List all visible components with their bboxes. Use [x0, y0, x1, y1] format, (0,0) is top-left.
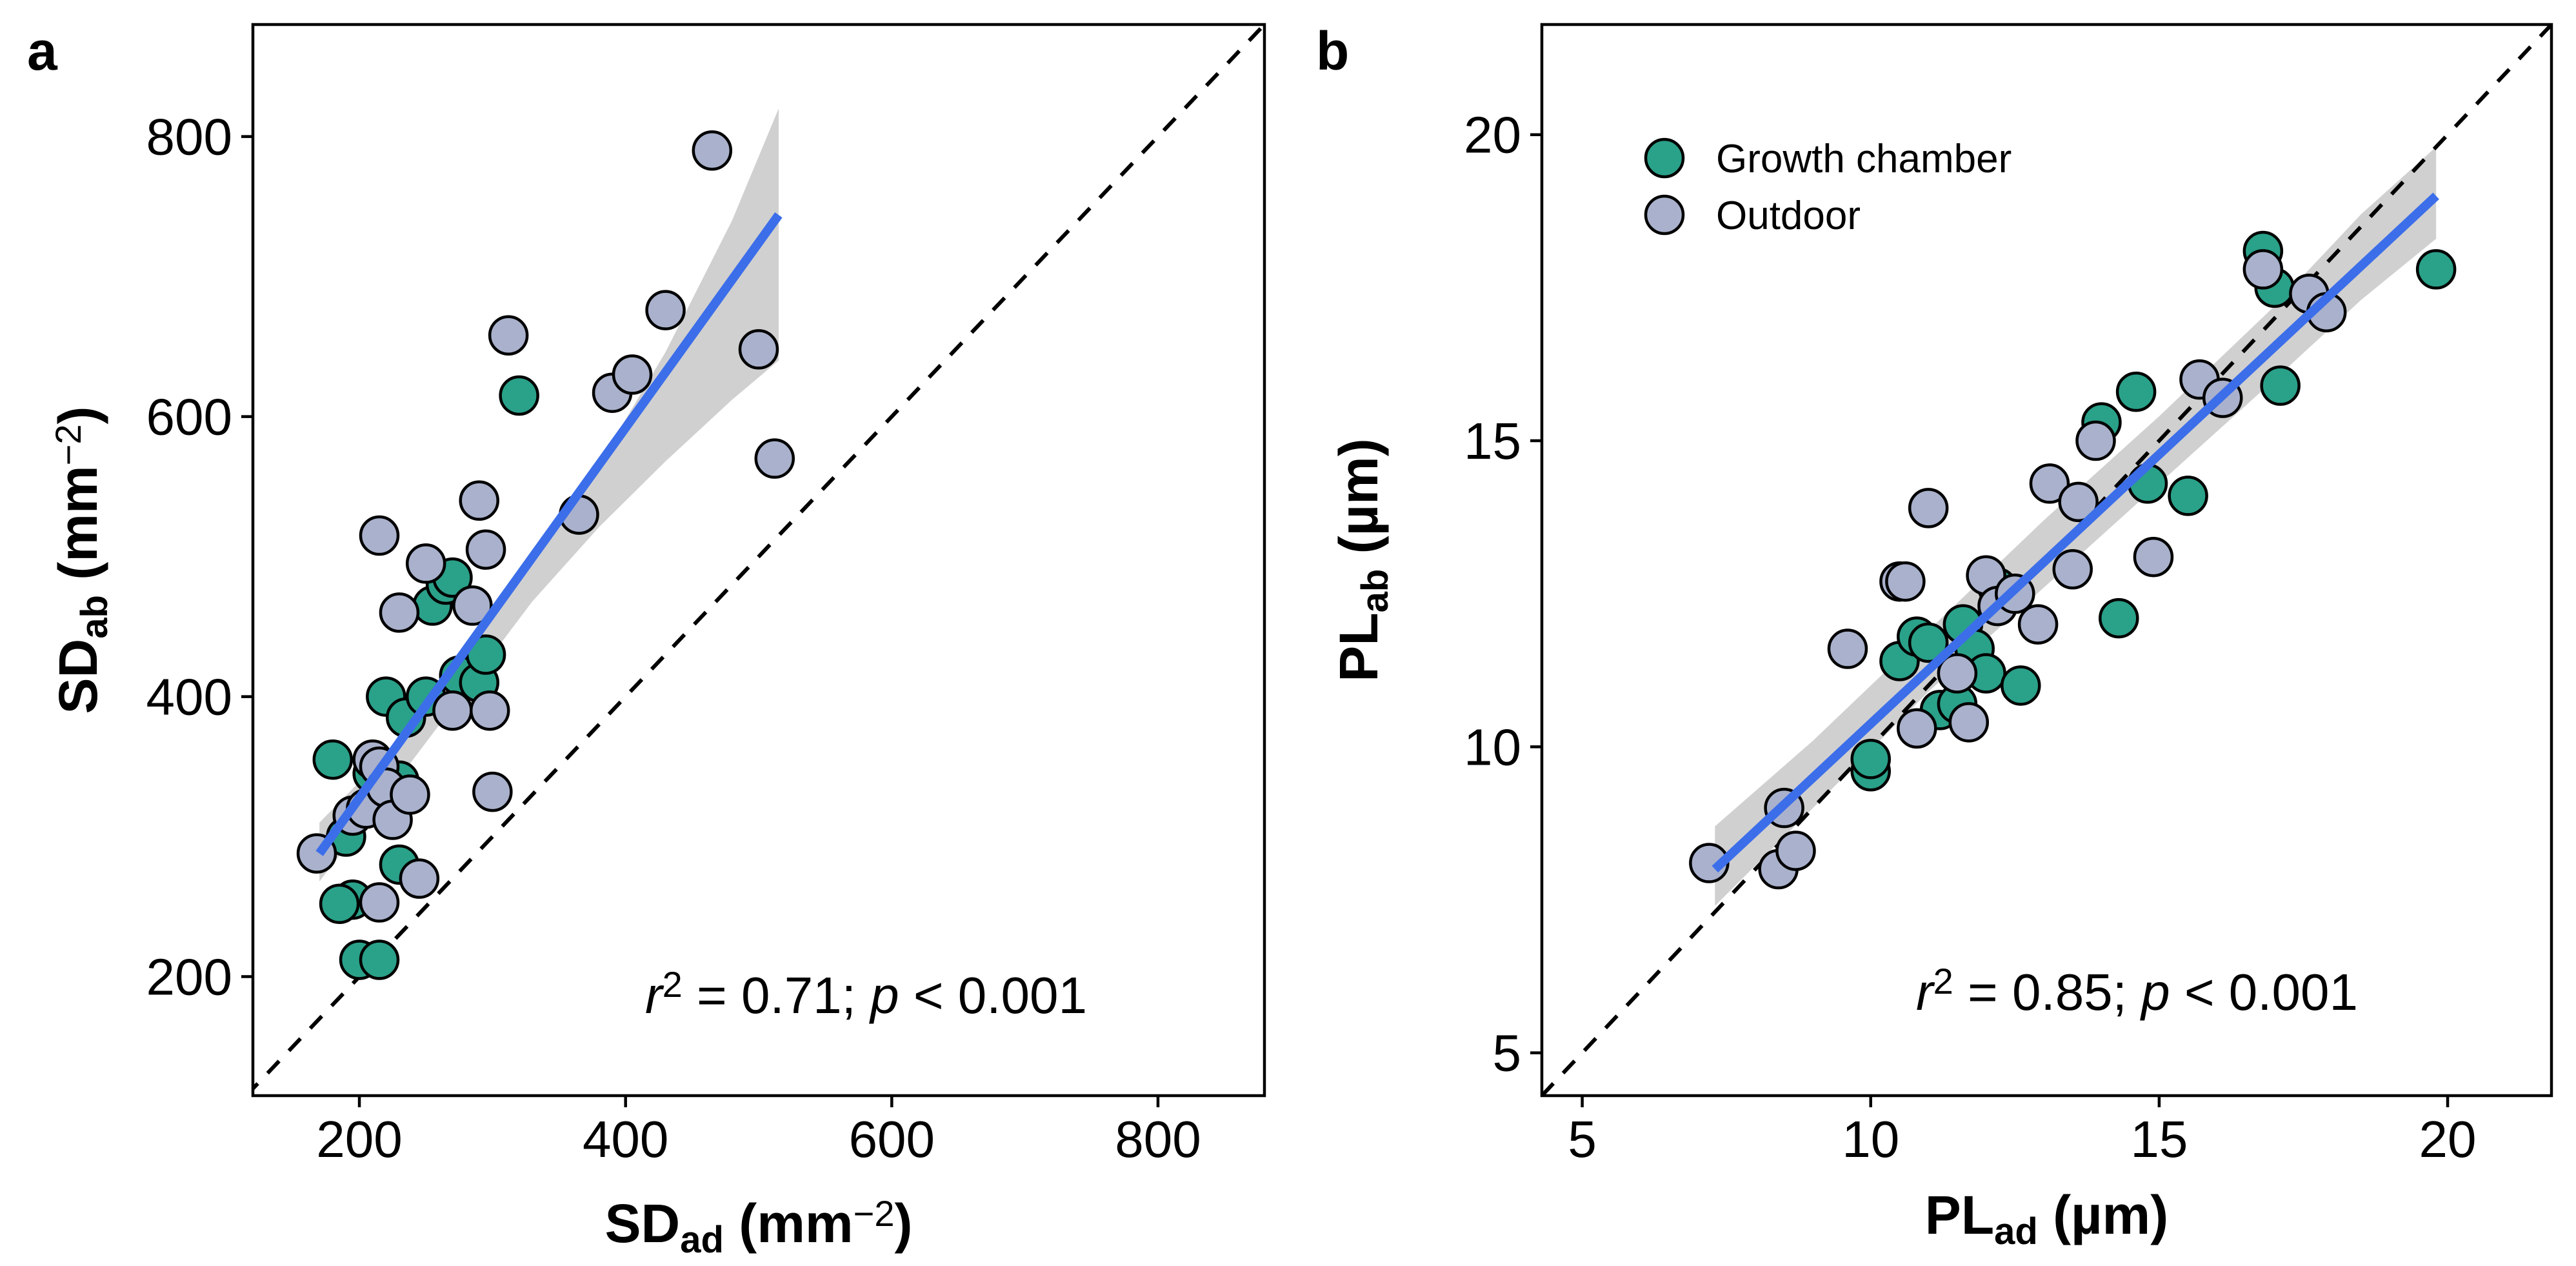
axis-superscript: −2 [48, 425, 88, 466]
data-point [645, 290, 686, 330]
x-tick-label: 10 [1842, 1110, 1899, 1168]
x-axis-title: SDad (mm−2) [605, 1193, 913, 1261]
data-point [459, 480, 499, 521]
plot-frame [251, 23, 1266, 1098]
axis-subscript: ad [1994, 1211, 2038, 1252]
data-point [2168, 476, 2208, 516]
data-point [2017, 604, 2059, 645]
x-tick-label: 800 [1115, 1110, 1201, 1168]
data-point [405, 543, 446, 584]
axis-superscript: −2 [854, 1193, 895, 1234]
legend: Growth chamber Outdoor [1644, 137, 2012, 238]
legend-marker [1644, 137, 1685, 179]
x-tick-label: 200 [316, 1110, 402, 1168]
y-tick-label: 200 [146, 949, 232, 1006]
x-axis-title: PLad (µm) [1925, 1185, 2168, 1252]
y-axis-title: PLab (µm) [1328, 438, 1396, 681]
x-tick-label: 20 [2419, 1110, 2477, 1168]
data-point [1850, 739, 1891, 779]
data-point [612, 354, 653, 395]
plot-frame [1540, 23, 2553, 1098]
y-tick-label: 15 [1464, 412, 1521, 470]
axis-subscript: ab [1354, 569, 1396, 613]
data-point [2115, 371, 2157, 412]
regression-line [1712, 192, 2439, 873]
panel-a: a 200 400 600 800 200 400 600 800 SDad (mm−2) SDab… [27, 21, 1266, 1261]
stats-annotation: r2 = 0.85; p < 0.001 [1916, 961, 2358, 1021]
data-point [319, 883, 360, 924]
data-point [1885, 561, 1926, 602]
data-point [2058, 481, 2099, 523]
data-point [399, 858, 440, 899]
data-point [754, 438, 795, 479]
data-point [1948, 702, 1990, 743]
data-point [499, 375, 539, 416]
plot-area [253, 25, 1264, 1092]
plot-area [1542, 25, 2551, 1096]
data-point [472, 771, 513, 812]
data-point [2075, 420, 2116, 461]
panel-b: b 5 10 15 20 5 10 15 20 PLad (µm) PLab (µm) r2 = 0.… [1316, 21, 2553, 1252]
data-point [738, 329, 779, 370]
data-point [359, 515, 400, 556]
y-axis-title: SDab (mm−2) [48, 407, 115, 714]
y-tick-label: 20 [1464, 106, 1521, 164]
series-outdoor [296, 130, 795, 923]
data-point [359, 939, 400, 980]
x-tick-label: 600 [849, 1110, 935, 1168]
data-point [488, 315, 529, 356]
stats-annotation: r2 = 0.71; p < 0.001 [645, 964, 1087, 1024]
legend-label: Growth chamber [1716, 137, 2012, 181]
y-tick-label: 800 [146, 108, 232, 166]
data-point [2260, 365, 2301, 406]
regression-line [315, 212, 783, 856]
legend-label: Outdoor [1716, 194, 1861, 238]
y-tick-label: 600 [146, 388, 232, 446]
panel-letter: a [27, 21, 58, 81]
data-point [2415, 249, 2457, 290]
panel-letter: b [1316, 21, 1349, 81]
axis-subscript: ab [74, 595, 115, 639]
data-point [2001, 665, 2041, 706]
data-point [2242, 249, 2284, 290]
data-point [390, 774, 430, 815]
data-point [469, 690, 510, 731]
data-point [2099, 598, 2139, 639]
data-point [1897, 708, 1937, 749]
data-point [1908, 622, 1949, 663]
y-tick-label: 5 [1493, 1025, 1522, 1082]
data-point [692, 130, 733, 171]
data-point [2052, 548, 2093, 590]
data-point [359, 882, 400, 923]
data-point [1908, 488, 1949, 528]
data-point [452, 585, 493, 626]
data-point [379, 592, 420, 633]
x-tick-label: 15 [2130, 1110, 2188, 1168]
data-point [1937, 653, 1978, 694]
data-point [1827, 628, 1868, 669]
data-point [2029, 463, 2070, 504]
y-tick-label: 10 [1464, 718, 1521, 776]
y-tick-label: 400 [146, 668, 232, 726]
data-point [312, 739, 354, 780]
data-point [2133, 537, 2174, 578]
x-tick-label: 400 [583, 1110, 668, 1168]
x-tick-label: 5 [1568, 1110, 1597, 1168]
axis-subscript: ad [680, 1219, 724, 1261]
data-point [1775, 830, 1816, 871]
data-point [465, 529, 506, 570]
data-point [432, 690, 473, 731]
legend-marker [1644, 194, 1685, 236]
